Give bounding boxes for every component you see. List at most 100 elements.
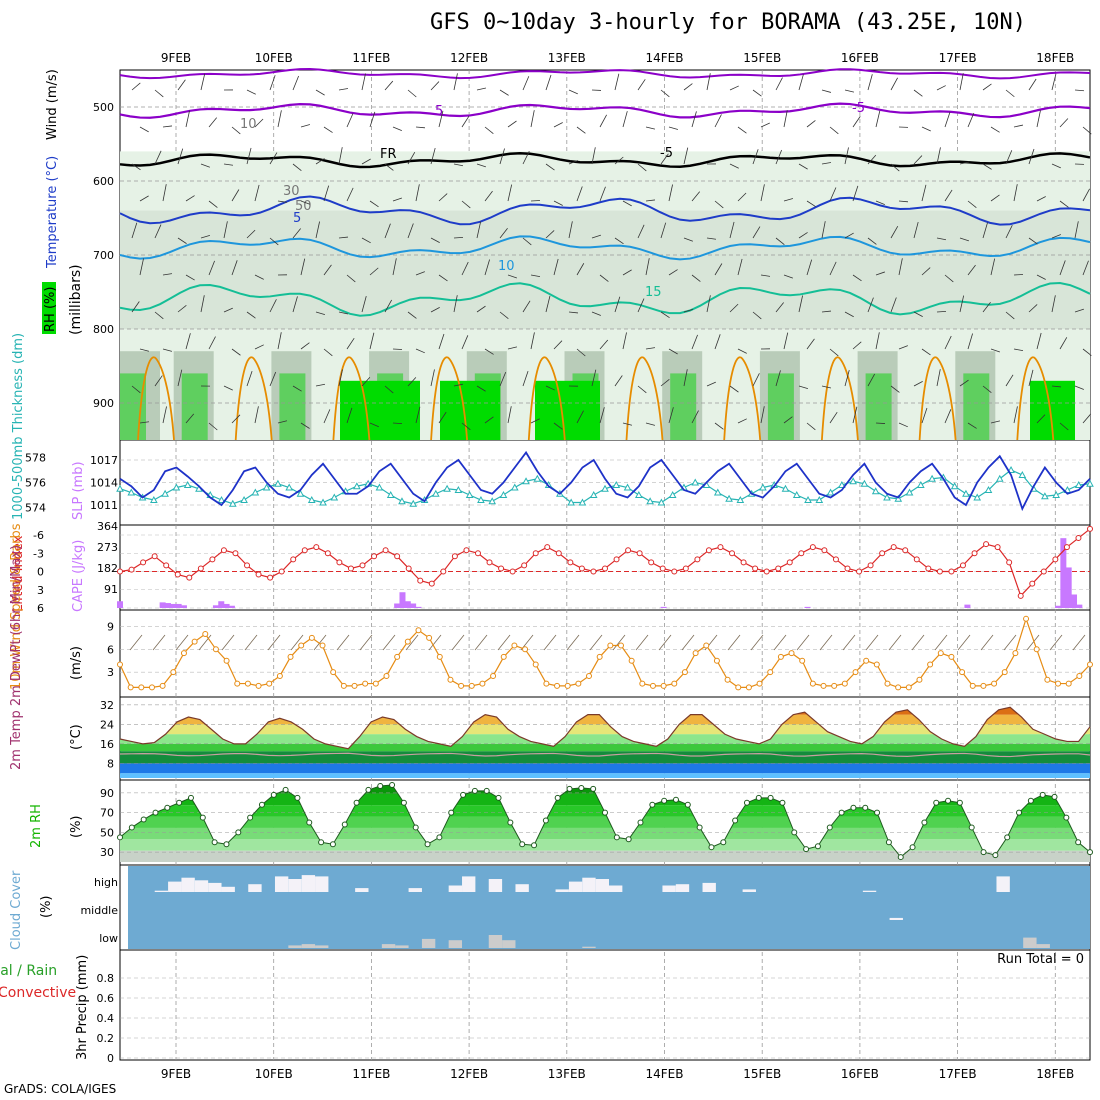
lifted-index-marker-2 [140, 559, 147, 566]
wind-barb [200, 295, 205, 313]
lifted-index-marker-16 [301, 547, 308, 554]
wind-barb [913, 311, 923, 317]
wind-barb [737, 348, 747, 354]
surface-wind-barb [129, 634, 143, 651]
rh-marker-46 [661, 797, 668, 804]
thickness-marker-46 [634, 490, 643, 498]
cloud-bar-high [582, 877, 596, 892]
wind-barb [499, 311, 509, 320]
cloud-bar-high [154, 890, 169, 892]
bottom-date-label: 9FEB [161, 1067, 191, 1081]
li-tick-label: -6 [33, 529, 44, 542]
wind-barb [1059, 118, 1069, 128]
rh-marker-57 [791, 829, 798, 836]
surface-wind-barb [796, 634, 810, 651]
wind-barb [622, 200, 632, 207]
lifted-index-marker-72 [948, 568, 955, 575]
cloud-bar-low [301, 944, 316, 948]
thickness-marker-9 [217, 495, 226, 503]
thickness-marker-54 [725, 494, 733, 502]
wind-barb [614, 237, 624, 245]
wind-barb [223, 163, 234, 166]
contour-label: -5 [852, 101, 865, 116]
rh-marker-81 [1075, 839, 1082, 846]
lifted-index-marker-71 [936, 568, 943, 575]
rh-shade-high [120, 373, 146, 440]
rh-marker-14 [282, 786, 289, 793]
wind-barb [323, 409, 331, 424]
thickness-marker-26 [409, 499, 418, 507]
wind-barb [392, 422, 403, 425]
lifted-index-marker-61 [821, 547, 828, 554]
wind-barb [507, 274, 518, 279]
wind-barb [430, 369, 435, 387]
rh-shade-band [120, 210, 1090, 329]
wind-barb [208, 260, 215, 276]
wind-barb [384, 299, 393, 313]
rh-marker-47 [672, 796, 679, 803]
li-tick-label: 0 [37, 566, 44, 579]
cape-bar [1076, 604, 1083, 608]
cloud-bar-low [421, 938, 436, 948]
cloud-bar-high [595, 879, 609, 892]
wind-barb [162, 406, 167, 424]
wind-speed-marker-64 [799, 657, 806, 664]
lifted-index-marker-8 [209, 556, 216, 563]
isotherm-m5 [119, 102, 1091, 119]
wind-speed-marker-91 [1087, 661, 1093, 668]
rh-marker-63 [862, 804, 869, 811]
thickness-marker-86 [1086, 479, 1094, 487]
wind-barb [361, 377, 371, 387]
cloud-bar-high [301, 875, 316, 892]
wind-speed-marker-11 [234, 680, 241, 687]
wind-barb [898, 200, 909, 203]
wind-barb [852, 185, 859, 202]
rh-marker-64 [874, 809, 881, 816]
wind-barb [691, 274, 701, 282]
dewpoint-line [119, 752, 1091, 758]
temp-fill-band [120, 773, 1090, 778]
contour-label: -5 [660, 146, 673, 161]
wind-speed-marker-49 [639, 680, 646, 687]
wind-barb [499, 228, 508, 239]
top-date-label: 18FEB [1036, 51, 1074, 65]
bottom-date-label: 14FEB [646, 1067, 684, 1081]
rh-shade-high [963, 373, 990, 440]
cape-bar [1065, 567, 1072, 608]
wind-barb [737, 192, 747, 202]
wind-barb [522, 76, 530, 91]
lifted-index-marker-26 [417, 577, 424, 584]
surface-wind-barb [865, 634, 879, 651]
thickness-marker-36 [522, 477, 530, 485]
lifted-index-marker-29 [451, 553, 458, 560]
wind-barb [637, 385, 647, 394]
rh-marker-9 [223, 841, 230, 848]
wind-speed-marker-3 [148, 684, 155, 691]
thickness-marker-21 [353, 482, 361, 490]
wind-speed-marker-90 [1076, 672, 1083, 679]
wind-speed-marker-53 [681, 669, 688, 676]
cloud-bar-high [408, 888, 422, 892]
wind-barb [660, 153, 669, 165]
wind-barb [806, 338, 815, 350]
contour-label: 5 [293, 211, 301, 226]
wind-speed-marker-1 [127, 684, 134, 691]
surface-wind-barb [313, 634, 327, 651]
rh-shading-layer [120, 151, 1090, 440]
thickness-marker-80 [1018, 470, 1027, 478]
wind-barb [185, 413, 195, 424]
rh-marker-45 [649, 801, 656, 808]
wind-barb [706, 381, 716, 387]
wind-barb [729, 303, 739, 313]
wind-barb [453, 73, 458, 91]
wind-barb [1036, 274, 1046, 280]
wind-speed-marker-71 [873, 661, 880, 668]
lifted-index-marker-83 [1075, 535, 1082, 542]
precip-frame [119, 949, 1091, 1061]
wind-barb [315, 311, 326, 315]
wind-barb [1059, 260, 1066, 276]
surface-wind-barb [934, 634, 948, 651]
wind-barb [246, 371, 253, 387]
surface-wind-barb [267, 634, 281, 651]
label-precip-total: Total / Rain [0, 963, 57, 979]
